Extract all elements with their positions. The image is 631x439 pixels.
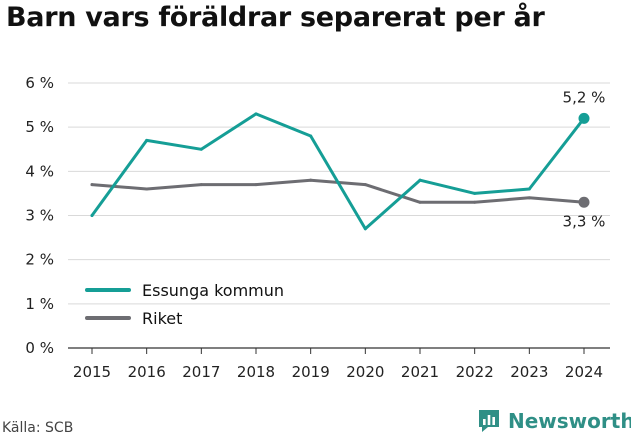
data-point	[199, 183, 203, 187]
x-tick-label: 2020	[346, 363, 384, 381]
source-note: Källa: SCB	[2, 420, 74, 436]
y-tick-label: 0 %	[25, 339, 54, 357]
data-point	[309, 134, 313, 138]
data-point	[254, 112, 258, 116]
data-point	[418, 178, 422, 182]
x-tick-label: 2023	[510, 363, 548, 381]
data-point	[199, 147, 203, 151]
data-point	[90, 183, 94, 187]
brand-name: Newsworthy	[508, 409, 631, 433]
data-point	[578, 112, 590, 124]
data-point	[578, 196, 590, 208]
data-point	[145, 187, 149, 191]
data-label-riket: 3,3 %	[563, 212, 606, 230]
x-tick-label: 2018	[237, 363, 275, 381]
legend-label: Essunga kommun	[142, 281, 284, 300]
data-point	[309, 178, 313, 182]
x-tick-label: 2015	[73, 363, 111, 381]
data-point	[418, 200, 422, 204]
y-tick-label: 5 %	[25, 118, 54, 136]
data-point	[473, 200, 477, 204]
x-tick-label: 2017	[182, 363, 220, 381]
data-point	[363, 227, 367, 231]
x-tick-label: 2019	[292, 363, 330, 381]
y-tick-label: 6 %	[25, 74, 54, 92]
brand-logo: Newsworthy	[476, 408, 631, 434]
newsworthy-logo-icon	[479, 410, 499, 432]
x-tick-label: 2021	[401, 363, 439, 381]
data-point	[363, 183, 367, 187]
chart-title: Barn vars föräldrar separerat per år	[6, 2, 545, 33]
data-point	[254, 183, 258, 187]
y-tick-label: 1 %	[25, 295, 54, 313]
data-point	[145, 138, 149, 142]
y-tick-label: 4 %	[25, 162, 54, 180]
data-point	[527, 187, 531, 191]
data-label-essunga: 5,2 %	[563, 88, 606, 106]
y-tick-label: 2 %	[25, 251, 54, 269]
series-line-essunga	[90, 112, 586, 231]
x-tick-label: 2016	[128, 363, 166, 381]
y-tick-label: 3 %	[25, 207, 54, 225]
data-point	[527, 196, 531, 200]
legend-label: Riket	[142, 309, 182, 328]
x-tick-label: 2022	[456, 363, 494, 381]
data-point	[473, 191, 477, 195]
data-point	[90, 214, 94, 217]
x-tick-label: 2024	[565, 363, 603, 381]
